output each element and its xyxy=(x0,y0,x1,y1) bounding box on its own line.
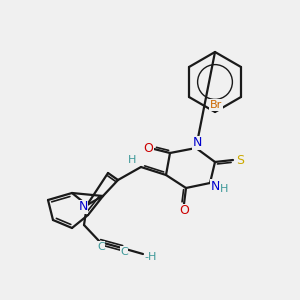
Text: S: S xyxy=(236,154,244,166)
Text: O: O xyxy=(179,205,189,218)
Text: N: N xyxy=(210,179,220,193)
Text: O: O xyxy=(143,142,153,154)
Text: N: N xyxy=(192,136,202,149)
Text: N: N xyxy=(78,200,88,214)
Text: -H: -H xyxy=(145,252,157,262)
Text: Br: Br xyxy=(210,100,222,110)
Text: C: C xyxy=(120,247,128,257)
Text: H: H xyxy=(128,155,136,165)
Text: H: H xyxy=(220,184,228,194)
Text: C: C xyxy=(97,242,105,252)
